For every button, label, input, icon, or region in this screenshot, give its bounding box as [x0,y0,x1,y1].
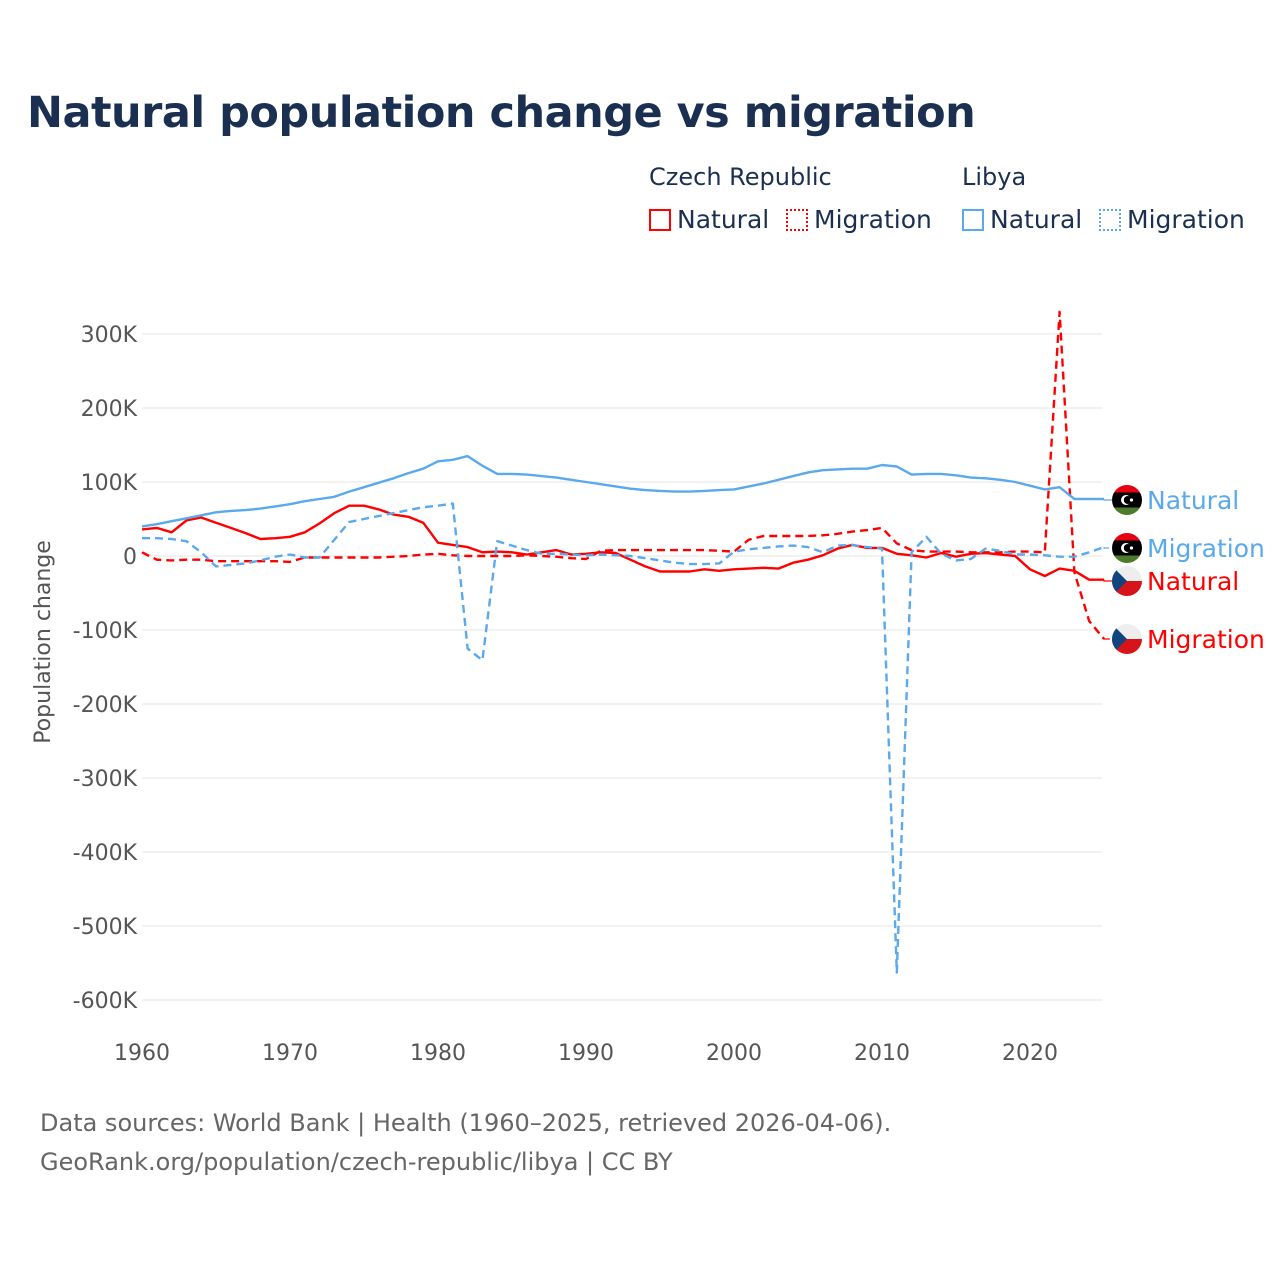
y-tick-label: -500K [73,915,138,940]
legend-swatch-solid-red [649,208,671,231]
leader-line [1103,499,1112,501]
flag-stripe [1112,507,1142,515]
legend-label: Migration [1127,205,1245,234]
series-line-libya-natural [141,454,1104,528]
libya-flag-icon [1112,533,1142,563]
leader-line [1103,547,1112,549]
footer-sources: Data sources: World Bank | Health (1960–… [40,1109,892,1137]
star [1129,546,1134,550]
legend-czech-natural[interactable]: Natural [649,205,769,234]
footer-link[interactable]: GeoRank.org/population/czech-republic/li… [40,1148,673,1176]
flag-body [1112,533,1142,563]
legend-swatch-dotted-red [786,208,808,231]
series-line-libya-migration [142,502,1105,974]
y-tick-label: -300K [73,767,138,792]
y-tick-label: -100K [73,619,138,644]
flag-stripe [1112,485,1142,493]
x-tick-label: 1980 [410,1041,466,1066]
czech-flag-icon [1112,566,1142,596]
legend-czech-migration[interactable]: Migration [786,205,932,234]
y-tick-label: 200K [81,397,138,422]
x-tick-label: 1990 [558,1041,614,1066]
y-tick-label: 300K [81,323,138,348]
legend-label: Migration [814,205,932,234]
flag-body [1112,566,1142,596]
libya-flag-icon [1112,485,1142,515]
flag-stripe [1112,555,1142,563]
legend-swatch-solid-blue [962,208,984,231]
x-tick-label: 2010 [854,1041,910,1066]
x-tick-label: 2000 [706,1041,762,1066]
flag-body [1112,624,1142,654]
legend-libya-migration[interactable]: Migration [1099,205,1245,234]
leader-line [1103,579,1112,582]
end-label: Natural [1147,567,1239,596]
flag-stripe [1112,533,1142,541]
legend-label: Natural [990,205,1083,234]
y-tick-label: 0 [123,545,137,570]
series-line-czech-republic-migration [141,310,1105,640]
crescent-cut [1123,544,1132,552]
end-label: Natural [1147,486,1239,515]
legend-swatch-dotted-blue [1099,208,1121,231]
czech-flag-icon [1112,624,1142,654]
y-tick-label: -600K [73,989,138,1014]
x-tick-label: 2020 [1002,1041,1058,1066]
flag-body [1112,485,1142,515]
legend-group-czech: Czech Republic [649,163,832,191]
flag-triangle [1112,566,1127,596]
series-line-czech-republic-natural [141,504,1104,581]
y-axis-label: Population change [31,540,56,744]
x-tick-label: 1960 [114,1041,170,1066]
legend-libya-natural[interactable]: Natural [962,205,1082,234]
end-label: Migration [1147,534,1265,563]
legend-group-libya: Libya [962,163,1027,191]
flag-triangle [1112,624,1127,654]
star [1129,498,1134,502]
legend-label: Natural [677,205,770,234]
y-tick-label: -400K [73,841,138,866]
crescent-cut [1123,496,1132,504]
y-tick-label: 100K [81,471,138,496]
end-label: Migration [1147,625,1265,654]
chart-title: Natural population change vs migration [27,88,976,138]
x-tick-label: 1970 [262,1041,318,1066]
y-tick-label: -200K [73,693,138,718]
